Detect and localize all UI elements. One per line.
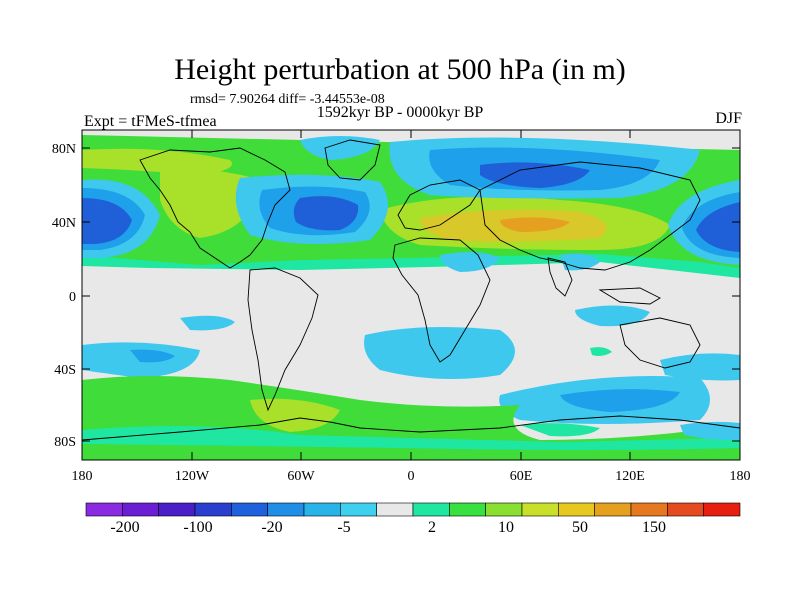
south-lime-patch xyxy=(250,398,340,432)
tropical-blue-3 xyxy=(575,305,650,327)
namerica-lime-patch-2 xyxy=(82,148,232,175)
colorbar-swatch xyxy=(594,502,632,517)
lat-axis xyxy=(82,147,740,442)
colorbar-swatch xyxy=(194,502,232,517)
colorbar-swatch xyxy=(85,502,123,517)
south-blue-3-core xyxy=(560,389,680,412)
lon-label-120w: 120W xyxy=(175,469,210,484)
experiment-label: Expt = tFMeS-tfmea xyxy=(84,113,217,130)
south-america-coast xyxy=(247,267,319,412)
south-teal-fringe xyxy=(82,426,740,450)
lat-label-80n: 80N xyxy=(52,142,76,157)
africa-coast xyxy=(392,237,491,363)
south-blue-5 xyxy=(590,347,612,356)
time-period: 1592kyr BP - 0000kyr BP xyxy=(316,104,484,121)
lon-label-180e: 180 xyxy=(730,469,751,484)
tropical-blue-4 xyxy=(180,315,235,331)
asia-coast xyxy=(479,161,701,271)
lat-label-0: 0 xyxy=(69,290,76,305)
pacific-low-west-dark xyxy=(82,198,132,244)
colorbar-swatch xyxy=(412,502,450,517)
australia-coast xyxy=(619,317,701,369)
chart-title: Height perturbation at 500 hPa (in m) xyxy=(174,53,626,86)
europe-coast xyxy=(397,179,481,231)
atlantic-low-dark xyxy=(293,196,359,231)
lon-label-180w: 180 xyxy=(72,469,93,484)
lat-label-80s: 80S xyxy=(54,435,76,450)
south-blue-2 xyxy=(364,326,515,379)
lat-label-40s: 40S xyxy=(54,363,76,378)
antarctica-coast xyxy=(82,415,740,441)
india-coast xyxy=(547,257,573,297)
cbar-label-m200: -200 xyxy=(110,519,139,536)
colorbar-swatch xyxy=(703,502,741,517)
namerica-lime-patch xyxy=(160,165,260,238)
cbar-label-50: 50 xyxy=(572,519,588,536)
south-teal-1 xyxy=(520,423,600,437)
colorbar-swatch xyxy=(376,502,414,517)
colorbar-swatch xyxy=(231,502,268,517)
colorbar-swatch xyxy=(122,502,159,517)
colorbar-swatch xyxy=(485,502,523,517)
cbar-label-150: 150 xyxy=(642,519,666,536)
indonesia-coast xyxy=(598,287,661,305)
contour-field xyxy=(82,130,740,460)
colorbar-swatch xyxy=(158,502,196,517)
season-label: DJF xyxy=(715,110,742,127)
colorbar-swatch xyxy=(630,502,668,517)
greenland-coast xyxy=(324,139,381,181)
south-blue-1-core xyxy=(130,349,175,363)
colorbar-swatch xyxy=(521,502,559,517)
colorbar-swatch xyxy=(303,502,341,517)
colorbar xyxy=(85,502,741,517)
colorbar-swatch xyxy=(340,502,377,517)
south-blue-4 xyxy=(660,353,740,381)
north-america-coast xyxy=(139,147,291,269)
cbar-label-m20: -20 xyxy=(261,519,282,536)
tropical-blue-1 xyxy=(440,252,500,272)
lon-label-60e: 60E xyxy=(510,469,533,484)
colorbar-swatch xyxy=(449,502,486,517)
asia-orange-patch xyxy=(500,217,570,232)
cbar-label-m100: -100 xyxy=(183,519,212,536)
coastlines xyxy=(82,139,740,441)
tropical-blue-2 xyxy=(560,253,600,271)
eurasia-low-dark xyxy=(480,162,590,188)
rmsd-stats: rmsd= 7.90264 diff= -3.44553e-08 xyxy=(190,92,385,107)
pacific-low-east-dark xyxy=(696,202,740,252)
colorbar-swatch xyxy=(558,502,595,517)
colorbar-swatch xyxy=(667,502,704,517)
lon-label-120e: 120E xyxy=(615,469,645,484)
cbar-label-m5: -5 xyxy=(337,519,350,536)
lon-axis xyxy=(81,130,741,460)
cbar-label-2: 2 xyxy=(428,519,436,536)
lat-label-40n: 40N xyxy=(52,216,76,231)
cbar-label-10: 10 xyxy=(498,519,514,536)
lon-label-0: 0 xyxy=(408,469,415,484)
colorbar-swatch xyxy=(267,502,305,517)
lon-label-60w: 60W xyxy=(287,469,315,484)
